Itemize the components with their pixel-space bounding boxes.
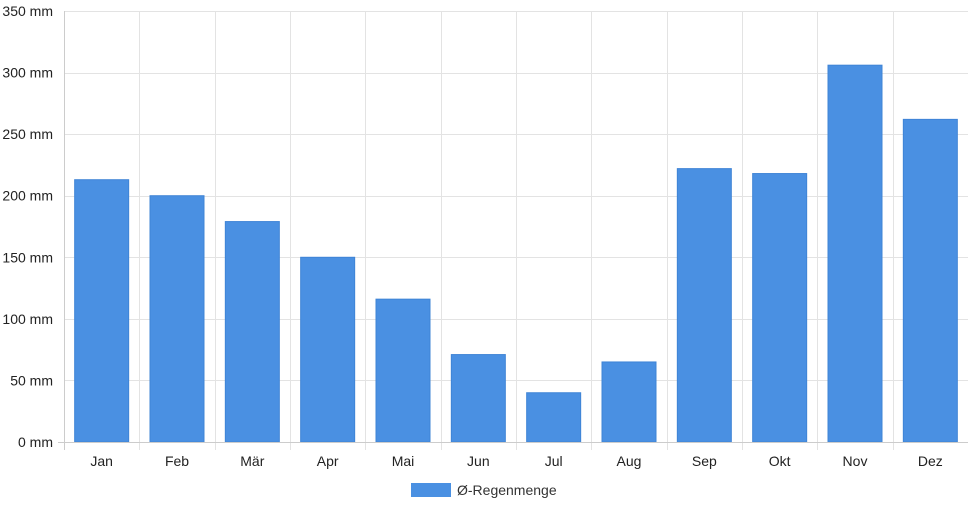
x-tick-label: Jun bbox=[467, 453, 490, 469]
bar-feb[interactable] bbox=[149, 195, 205, 443]
bar-mai[interactable] bbox=[375, 298, 431, 443]
x-tick-labels: Jan Feb Mär Apr Mai Jun Jul Aug Sep Okt Nov Dez bbox=[90, 453, 942, 469]
x-tick-label: Mai bbox=[392, 453, 415, 469]
bar-mär[interactable] bbox=[224, 221, 280, 443]
y-tick-label: 250 mm bbox=[2, 126, 53, 142]
x-tick-label: Aug bbox=[617, 453, 642, 469]
x-tick-label: Mär bbox=[240, 453, 264, 469]
bar-dez[interactable] bbox=[902, 118, 958, 443]
y-tick-labels: 0 mm 50 mm 100 mm 150 mm 200 mm 250 mm 300 mm 3… bbox=[2, 3, 53, 450]
x-tick-label: Apr bbox=[317, 453, 339, 469]
bar-jul[interactable] bbox=[526, 392, 582, 443]
y-tick-label: 300 mm bbox=[2, 65, 53, 81]
bar-aug[interactable] bbox=[601, 361, 657, 443]
x-tick-label: Dez bbox=[918, 453, 943, 469]
y-tick-label: 0 mm bbox=[18, 434, 53, 450]
bar-sep[interactable] bbox=[676, 168, 732, 443]
grid-lines bbox=[64, 11, 968, 450]
legend-swatch[interactable] bbox=[411, 483, 451, 497]
bar-apr[interactable] bbox=[300, 256, 356, 443]
x-tick-label: Feb bbox=[165, 453, 189, 469]
x-tick-label: Jan bbox=[90, 453, 113, 469]
bars bbox=[74, 64, 958, 443]
y-tick-label: 100 mm bbox=[2, 311, 53, 327]
y-tick-label: 350 mm bbox=[2, 3, 53, 19]
x-tick-label: Nov bbox=[843, 453, 868, 469]
y-tick-label: 150 mm bbox=[2, 249, 53, 265]
y-tick-label: 200 mm bbox=[2, 188, 53, 204]
bar-jun[interactable] bbox=[450, 354, 506, 443]
y-tick-label: 50 mm bbox=[10, 372, 53, 388]
axes bbox=[58, 11, 968, 450]
bar-okt[interactable] bbox=[752, 173, 808, 443]
x-tick-label: Okt bbox=[769, 453, 791, 469]
legend[interactable]: Ø-Regenmenge bbox=[411, 482, 557, 498]
legend-label[interactable]: Ø-Regenmenge bbox=[457, 482, 557, 498]
x-tick-label: Jul bbox=[545, 453, 563, 469]
x-tick-label: Sep bbox=[692, 453, 717, 469]
bar-jan[interactable] bbox=[74, 179, 130, 443]
bar-nov[interactable] bbox=[827, 64, 883, 443]
